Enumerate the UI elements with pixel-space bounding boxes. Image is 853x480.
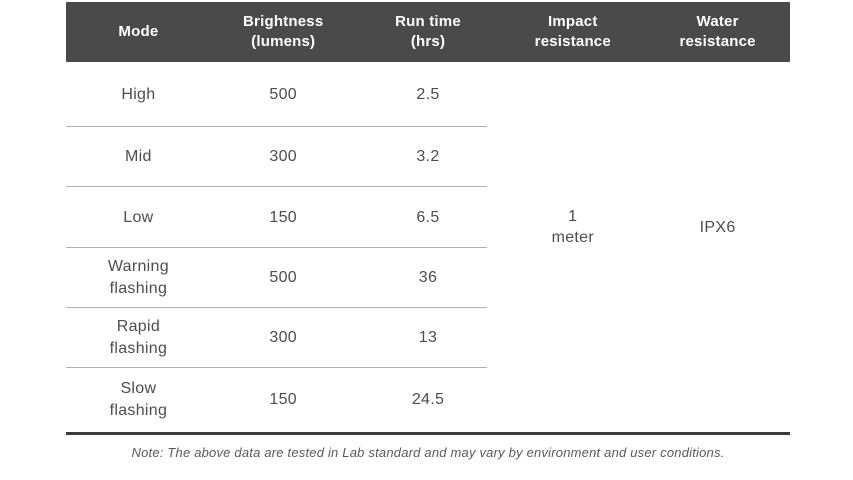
table-rows: High 500 2.5 Mid 300 3.2 Low 150 6.5 War… [66, 62, 790, 432]
runtime-cell: 24.5 [411, 391, 445, 408]
mode-cell: Warning flashing [107, 258, 169, 297]
mode-cell: Mid [125, 148, 152, 165]
table-row: High 500 2.5 [66, 62, 790, 127]
brightness-cell: 500 [269, 85, 297, 103]
table-row: Low 150 6.5 [66, 187, 790, 248]
brightness-cell: 500 [269, 269, 297, 286]
runtime-cell: 13 [418, 329, 438, 346]
table-row: Rapid flashing 300 13 [66, 308, 790, 368]
brightness-cell: 300 [269, 329, 297, 346]
runtime-cell: 2.5 [416, 85, 440, 103]
brightness-cell: 150 [269, 391, 297, 408]
runtime-cell: 3.2 [416, 148, 440, 165]
table-body: High 500 2.5 Mid 300 3.2 Low 150 6.5 War… [66, 62, 790, 435]
header-cell-impact-resistance: Impact resistance [534, 13, 611, 50]
table-note: Note: The above data are tested in Lab s… [131, 445, 725, 460]
table-row: Slow flashing 150 24.5 [66, 368, 790, 432]
header-cell-mode: Mode [118, 23, 159, 40]
header-cell-brightness: Brightness (lumens) [243, 13, 324, 50]
brightness-cell: 150 [269, 208, 297, 226]
mode-cell: Low [123, 208, 154, 226]
mode-cell: High [121, 85, 156, 103]
footnote-area: Note: The above data are tested in Lab s… [66, 435, 790, 460]
header-cell-water-resistance: Water resistance [679, 13, 756, 50]
table-row: Warning flashing 500 36 [66, 248, 790, 308]
brightness-cell: 300 [269, 148, 297, 165]
header-cell-run-time: Run time (hrs) [395, 13, 461, 50]
mode-cell: Rapid flashing [109, 318, 168, 357]
mode-cell: Slow flashing [109, 380, 168, 419]
table-row: Mid 300 3.2 [66, 127, 790, 187]
runtime-cell: 6.5 [416, 208, 440, 226]
spec-table: Mode Brightness (lumens) Run time (hrs) … [66, 2, 790, 435]
runtime-cell: 36 [418, 269, 438, 286]
table-header-row: Mode Brightness (lumens) Run time (hrs) … [66, 2, 790, 62]
